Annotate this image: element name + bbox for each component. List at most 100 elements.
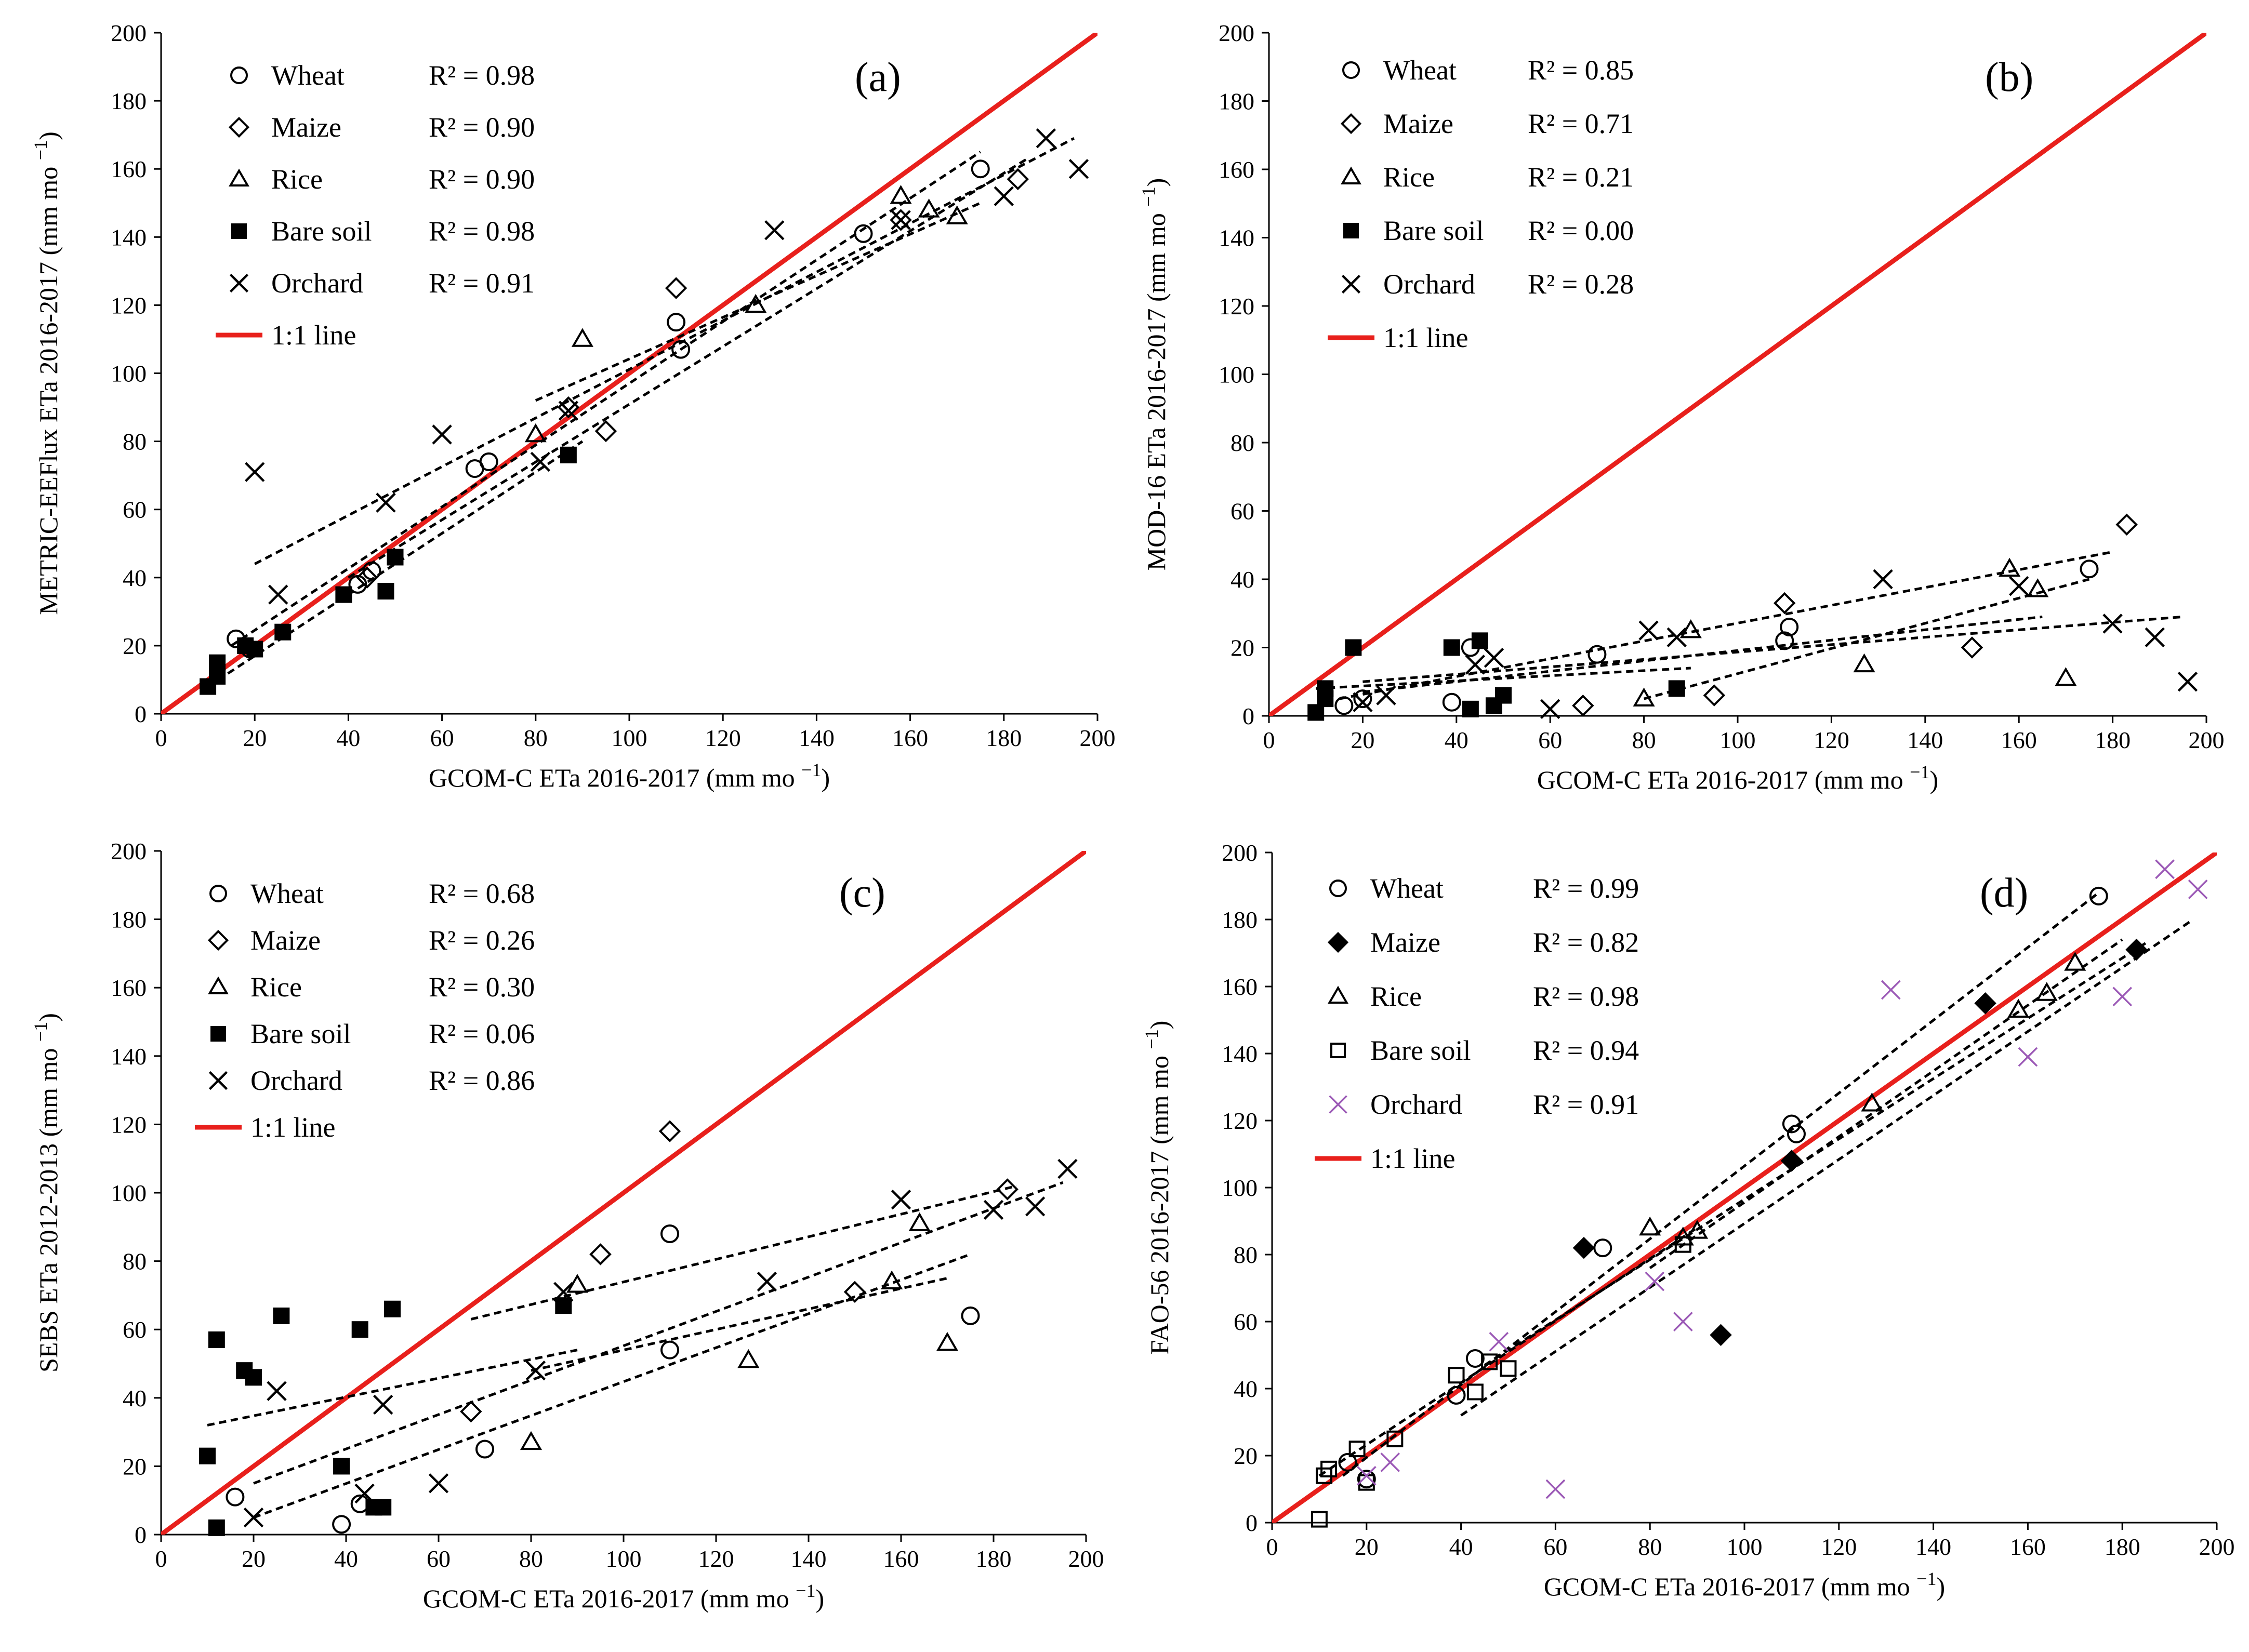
point-rice	[1633, 687, 1655, 707]
point-bare-soil	[1320, 1460, 1338, 1477]
y-tick-label: 40	[1231, 566, 1254, 593]
legend-marker-bare-soil	[210, 1026, 226, 1042]
point-bare-soil	[351, 1321, 368, 1338]
fit-line-maize	[348, 157, 1028, 579]
y-tick-label: 160	[1222, 974, 1258, 1000]
legend-r2-rice: R² = 0.90	[429, 164, 535, 195]
x-tick-label: 160	[2001, 727, 2037, 753]
point-orchard	[428, 1473, 449, 1494]
point-wheat	[961, 1306, 980, 1325]
legend-marker-bare-soil	[1343, 223, 1359, 238]
legend-marker-orchard	[229, 273, 249, 293]
legend-label-rice: Rice	[271, 164, 323, 195]
point-orchard	[268, 584, 288, 605]
x-tick-label: 200	[2189, 727, 2225, 753]
point-maize	[356, 566, 378, 589]
point-rice	[1639, 1216, 1661, 1236]
y-tick-label: 100	[111, 361, 147, 387]
point-orchard	[530, 451, 551, 472]
legend-r2-orchard: R² = 0.28	[1528, 269, 1634, 300]
point-wheat	[1447, 1385, 1466, 1405]
x-tick-label: 0	[1263, 727, 1275, 753]
point-orchard	[891, 210, 911, 230]
y-tick-label: 100	[1222, 1175, 1258, 1201]
point-orchard	[1540, 699, 1560, 720]
legend-label-1-1-line: 1:1 line	[250, 1112, 335, 1143]
y-tick-label: 200	[111, 838, 147, 864]
point-wheat	[971, 159, 990, 179]
point-orchard	[2188, 880, 2208, 899]
point-orchard	[1645, 1271, 1665, 1291]
y-tick-label: 80	[123, 429, 147, 455]
point-maize	[1773, 592, 1796, 615]
y-tick-label: 200	[1222, 840, 1258, 866]
point-rice	[2064, 952, 2086, 971]
point-orchard	[2102, 614, 2123, 634]
y-axis-label: METRIC-EEFlux ETa 2016-2017 (mm mo −1)	[30, 131, 63, 615]
x-tick-label: 120	[705, 725, 741, 751]
point-orchard	[2145, 627, 2165, 647]
legend-label-bare-soil: Bare soil	[271, 216, 372, 247]
point-rice	[881, 1270, 903, 1289]
point-rice	[745, 294, 767, 313]
panel-0: 0 20 40 60 80 100 120 140 160 180 200 0 20 40 60 80 100 1…	[30, 20, 1116, 792]
legend-label-bare-soil: Bare soil	[1370, 1035, 1471, 1066]
fit-line-bare-soil	[207, 1349, 578, 1427]
point-orchard	[1356, 1466, 1377, 1486]
point-rice	[520, 1431, 543, 1450]
legend-label-1-1-line: 1:1 line	[1383, 322, 1468, 353]
point-rice	[1686, 1220, 1709, 1239]
point-orchard	[354, 1483, 375, 1504]
y-tick-label: 180	[1219, 88, 1254, 115]
point-maize	[1572, 695, 1594, 717]
fit-line-orchard	[254, 137, 1075, 565]
point-orchard	[1873, 569, 1893, 590]
point-bare-soil	[273, 1307, 290, 1324]
legend-marker-maize	[1340, 113, 1362, 135]
point-wheat	[226, 1487, 245, 1507]
x-tick-label: 200	[1080, 725, 1116, 751]
point-bare-soil	[1481, 1353, 1498, 1370]
legend-r2-rice: R² = 0.30	[429, 971, 535, 1003]
legend-label-bare-soil: Bare soil	[1383, 215, 1484, 246]
x-tick-label: 140	[799, 725, 835, 751]
legend-label-maize: Maize	[250, 925, 321, 956]
y-tick-label: 160	[111, 156, 147, 182]
point-orchard	[376, 492, 396, 513]
point-wheat	[362, 561, 381, 580]
y-tick-label: 80	[1234, 1242, 1258, 1268]
legend-r2-bare-soil: R² = 0.98	[429, 216, 535, 247]
point-maize	[1572, 1236, 1595, 1259]
x-tick-label: 40	[336, 725, 360, 751]
legend-r2-orchard: R² = 0.91	[429, 268, 535, 299]
point-orchard	[432, 424, 452, 445]
legend-label-wheat: Wheat	[250, 878, 324, 909]
point-orchard	[2009, 576, 2029, 596]
y-tick-label: 0	[1242, 703, 1254, 729]
point-orchard	[1638, 620, 1659, 641]
legend-label-wheat: Wheat	[1370, 873, 1444, 904]
legend-label-maize: Maize	[271, 112, 341, 143]
point-wheat	[671, 340, 691, 359]
point-wheat	[854, 224, 873, 243]
y-tick-label: 120	[1219, 293, 1254, 319]
point-orchard	[1881, 980, 1901, 1000]
y-tick-label: 80	[123, 1248, 147, 1275]
fit-line-bare-soil	[1318, 1227, 1698, 1477]
y-tick-label: 40	[123, 1385, 147, 1411]
legend-marker-orchard	[208, 1071, 228, 1090]
fit-line-rice	[1649, 938, 2123, 1269]
point-orchard	[1666, 627, 1687, 647]
point-orchard	[983, 1200, 1004, 1220]
point-orchard	[553, 1282, 574, 1302]
legend-r2-wheat: R² = 0.68	[429, 878, 535, 909]
point-rice	[908, 1212, 931, 1232]
x-tick-label: 60	[430, 725, 454, 751]
y-tick-label: 140	[1219, 225, 1254, 251]
point-rice	[936, 1331, 959, 1351]
legend-label-maize: Maize	[1383, 108, 1453, 139]
point-wheat	[475, 1440, 494, 1459]
point-rice	[2035, 982, 2058, 1001]
y-tick-label: 0	[135, 701, 147, 727]
point-rice	[918, 198, 940, 218]
